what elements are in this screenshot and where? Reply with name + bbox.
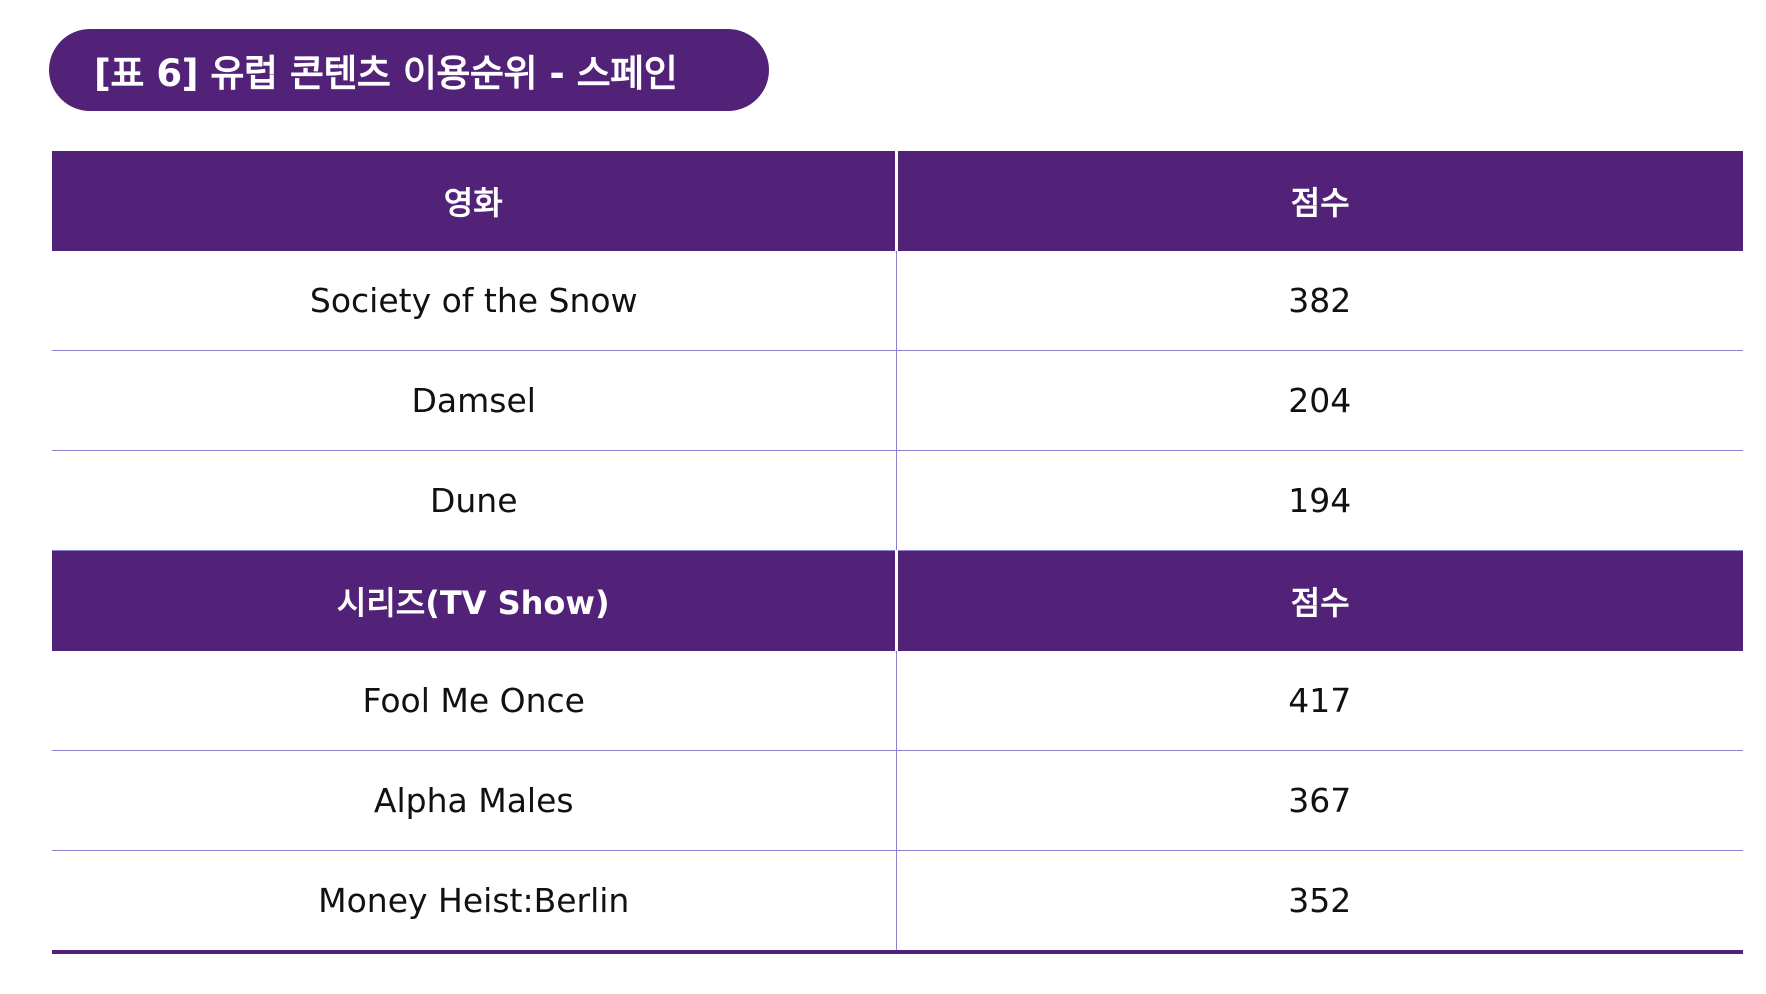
series-column-header: 시리즈(TV Show) <box>52 550 896 651</box>
score-cell: 417 <box>895 651 1743 751</box>
movie-title-cell: Damsel <box>52 350 896 451</box>
movie-header-row: 영화 점수 <box>52 151 1743 251</box>
table-row: Fool Me Once 417 <box>52 651 1743 751</box>
table-row: Society of the Snow 382 <box>52 251 1743 351</box>
score-cell: 194 <box>895 450 1743 551</box>
series-title-cell: Alpha Males <box>52 750 896 851</box>
series-title-cell: Money Heist:Berlin <box>52 850 896 954</box>
score-column-header: 점수 <box>894 550 1743 651</box>
score-cell: 352 <box>895 850 1743 954</box>
score-cell: 367 <box>895 750 1743 851</box>
ranking-table: 영화 점수 Society of the Snow 382 Damsel 204… <box>52 151 1743 954</box>
table-row: Damsel 204 <box>52 350 1743 451</box>
movie-column-header: 영화 <box>52 151 896 251</box>
score-cell: 204 <box>895 350 1743 451</box>
table-title: [표 6] 유럽 콘텐츠 이용순위 - 스페인 <box>49 29 769 111</box>
series-header-row: 시리즈(TV Show) 점수 <box>52 550 1743 651</box>
score-cell: 382 <box>895 251 1743 351</box>
table-row: Alpha Males 367 <box>52 750 1743 851</box>
movie-title-cell: Dune <box>52 450 896 551</box>
table-row: Money Heist:Berlin 352 <box>52 850 1743 954</box>
series-title-cell: Fool Me Once <box>52 651 896 751</box>
score-column-header: 점수 <box>894 151 1743 251</box>
table-row: Dune 194 <box>52 450 1743 551</box>
movie-title-cell: Society of the Snow <box>52 251 896 351</box>
